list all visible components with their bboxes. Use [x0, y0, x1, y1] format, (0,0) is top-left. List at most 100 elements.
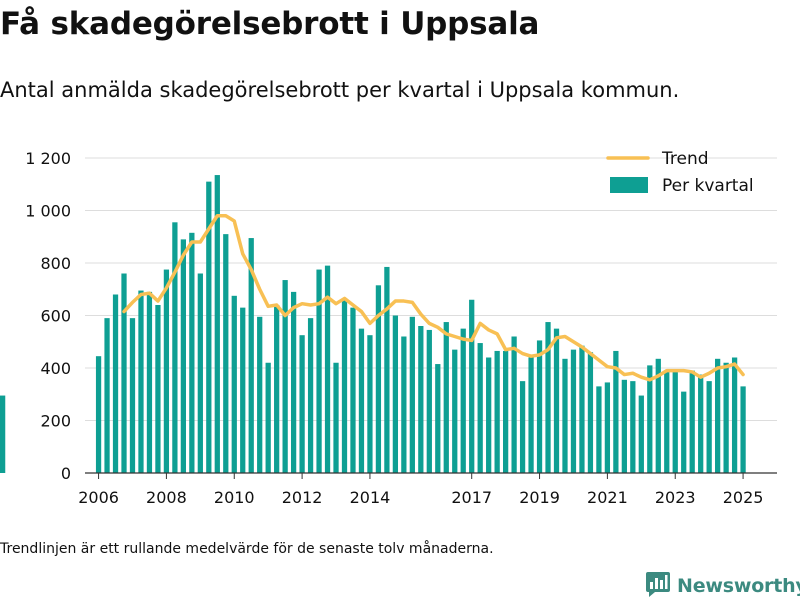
bar — [316, 269, 322, 473]
brand-logo[interactable]: Newsworthy — [645, 570, 800, 602]
bar — [647, 365, 653, 474]
bar — [698, 374, 704, 473]
x-tick-label: 2012 — [282, 488, 323, 507]
bar — [350, 307, 356, 474]
bar — [401, 336, 407, 473]
bar — [265, 362, 271, 473]
axes: 0 200 400 600 800 1 000 1 200 2006 2008 2010 2012 2… — [25, 149, 777, 507]
bar — [494, 350, 500, 473]
newsworthy-logo-icon — [645, 570, 671, 602]
legend-label-trend: Trend — [661, 149, 709, 169]
bar — [503, 350, 509, 473]
legend-swatch-per-kvartal — [610, 177, 648, 193]
bar — [121, 273, 127, 473]
bar — [723, 362, 729, 473]
bars — [0, 175, 746, 474]
y-tick-label: 800 — [40, 254, 71, 273]
bar — [257, 316, 263, 473]
bar — [324, 265, 331, 474]
legend-label-per-kvartal: Per kvartal — [662, 176, 754, 196]
chart-title: Få skadegörelsebrott i Uppsala — [0, 6, 540, 42]
legend: Trend Per kvartal — [606, 149, 754, 196]
bar — [418, 326, 424, 473]
x-tick-label: 2019 — [519, 488, 560, 507]
bar — [307, 318, 314, 474]
y-tick-label: 600 — [40, 307, 71, 326]
bar — [290, 291, 297, 474]
bar — [206, 181, 212, 474]
bar — [409, 316, 415, 473]
bar — [715, 358, 721, 473]
bar — [655, 358, 661, 473]
bar — [223, 234, 229, 474]
x-tick-label: 2014 — [350, 488, 391, 507]
bar — [731, 357, 738, 473]
bar — [129, 318, 136, 474]
bar — [689, 370, 695, 474]
x-tick-label: 2017 — [451, 488, 492, 507]
bar — [231, 295, 237, 473]
bar — [706, 381, 712, 474]
x-tick-label: 2008 — [146, 488, 187, 507]
bar — [638, 395, 644, 473]
bar — [553, 328, 560, 474]
footnote: Trendlinjen är ett rullande medelvärde f… — [0, 541, 494, 557]
bar — [214, 175, 220, 473]
y-tick-label: 400 — [40, 359, 71, 378]
bar — [384, 266, 390, 473]
bar — [248, 238, 254, 473]
bar — [486, 357, 492, 473]
y-tick-label: 1 200 — [25, 149, 71, 168]
brand-name: Newsworthy — [677, 575, 800, 597]
bar — [392, 315, 399, 473]
y-tick-label: 1 000 — [25, 202, 71, 221]
legend-item-per-kvartal: Per kvartal — [610, 176, 754, 196]
bar — [545, 322, 551, 473]
bar — [519, 381, 526, 474]
bar — [672, 371, 678, 473]
bar — [333, 362, 339, 473]
bar — [155, 305, 161, 473]
bar — [460, 328, 466, 474]
bar — [562, 358, 568, 473]
bar — [112, 294, 119, 473]
bar — [740, 386, 746, 474]
bar — [426, 329, 432, 473]
trend-line — [122, 214, 745, 382]
bar — [138, 290, 144, 473]
bar — [443, 322, 449, 473]
bar — [104, 318, 110, 474]
bar-line-chart: 0 200 400 600 800 1 000 1 200 2006 2008 2010 2012 2… — [0, 149, 777, 507]
bar — [95, 356, 102, 473]
bar — [172, 222, 178, 473]
bar — [163, 269, 170, 473]
x-tick-label: 2025 — [723, 488, 764, 507]
bar — [0, 395, 6, 473]
bar — [596, 386, 602, 474]
x-tick-label: 2010 — [214, 488, 255, 507]
bar — [613, 350, 619, 473]
bar — [528, 357, 534, 473]
bar — [664, 370, 670, 474]
chart-subtitle: Antal anmälda skadegörelsebrott per kvar… — [0, 78, 680, 102]
bar — [189, 232, 195, 473]
bar — [358, 328, 365, 474]
bar — [587, 352, 594, 473]
bar — [511, 336, 517, 473]
bar — [579, 345, 585, 473]
bar — [240, 307, 246, 474]
bar — [282, 280, 288, 473]
bar — [469, 299, 475, 473]
x-tick-label: 2006 — [78, 488, 119, 507]
bar — [570, 349, 577, 474]
bar — [536, 340, 543, 473]
bar — [681, 391, 687, 474]
bar — [341, 298, 348, 473]
x-tick-label: 2023 — [655, 488, 696, 507]
bar — [274, 305, 280, 473]
bar — [375, 285, 382, 473]
bar — [630, 381, 636, 474]
bar — [621, 379, 627, 473]
bar — [452, 349, 458, 474]
bar — [197, 273, 203, 473]
